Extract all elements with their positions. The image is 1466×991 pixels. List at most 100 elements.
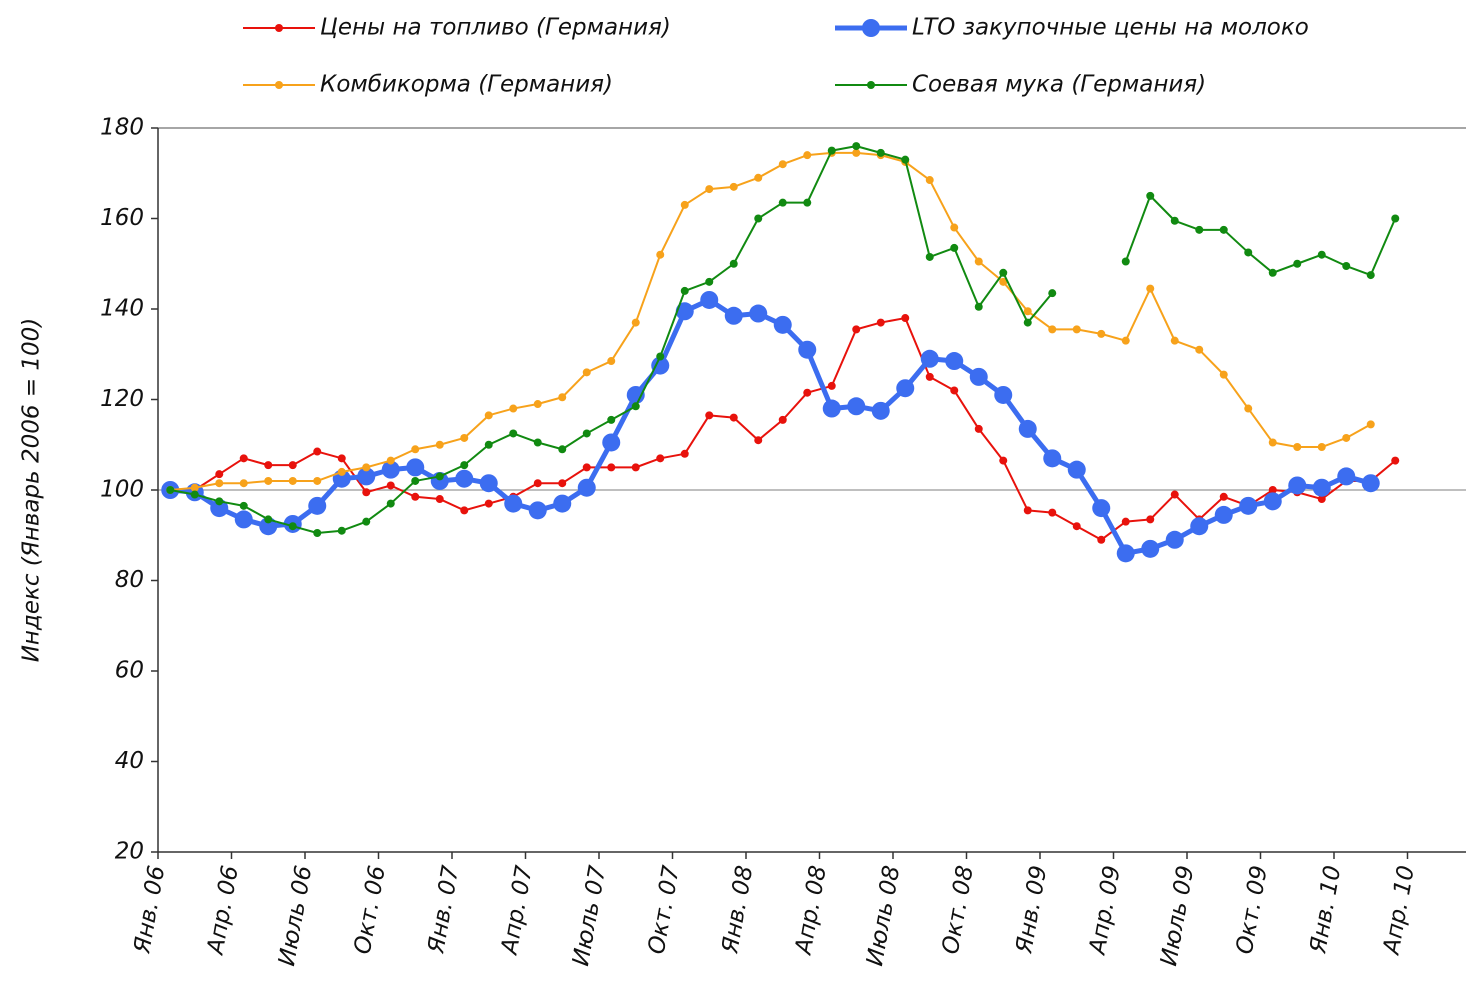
data-point — [827, 381, 836, 390]
data-point — [1337, 467, 1356, 486]
data-point — [822, 399, 841, 418]
data-point — [411, 476, 420, 485]
data-point — [798, 340, 817, 359]
data-point — [1048, 325, 1057, 334]
data-point — [749, 304, 768, 323]
data-point — [700, 290, 719, 309]
x-tick-label: Янв. 10 — [1305, 864, 1346, 957]
data-point — [239, 501, 248, 510]
data-point — [773, 315, 792, 334]
data-point — [847, 397, 866, 416]
data-point — [1268, 486, 1277, 494]
data-point — [264, 461, 273, 470]
data-point — [778, 198, 787, 207]
data-point — [577, 478, 596, 497]
data-point — [553, 494, 572, 513]
data-point — [1048, 508, 1057, 517]
data-point — [215, 479, 224, 488]
data-point — [680, 200, 689, 209]
x-tick-label: Окт. 06 — [350, 864, 391, 956]
data-point — [852, 325, 861, 334]
data-point — [1293, 443, 1302, 452]
data-point — [288, 522, 297, 531]
x-tick-label: Июль 08 — [862, 864, 905, 968]
data-point — [1293, 259, 1302, 268]
data-point — [1317, 443, 1326, 452]
data-point — [1263, 492, 1282, 511]
data-point — [925, 372, 934, 381]
data-point — [484, 411, 493, 420]
data-point — [626, 385, 645, 404]
data-point — [778, 415, 787, 424]
data-point — [558, 445, 567, 454]
data-point — [479, 474, 498, 493]
data-point — [1097, 535, 1106, 544]
data-point — [337, 526, 346, 535]
data-point — [558, 479, 567, 488]
data-point — [313, 476, 322, 485]
data-point — [1391, 214, 1400, 223]
data-point — [945, 352, 964, 371]
data-point — [460, 506, 469, 515]
data-point — [460, 433, 469, 442]
data-point — [1067, 460, 1086, 479]
series-line — [1124, 194, 1397, 277]
data-point — [994, 385, 1013, 404]
data-point — [974, 424, 983, 433]
data-point — [950, 386, 959, 395]
data-point — [852, 142, 861, 151]
data-point — [288, 476, 297, 485]
data-point — [582, 368, 591, 377]
y-axis-label: Индекс (Январь 2006 = 100) — [19, 318, 45, 663]
x-tick-label: Янв. 09 — [1011, 864, 1052, 957]
series-line — [170, 145, 1054, 534]
data-point — [803, 198, 812, 207]
data-point — [362, 463, 371, 472]
data-point — [1023, 307, 1032, 316]
data-point — [455, 469, 474, 488]
data-point — [1317, 495, 1326, 504]
data-point — [1219, 370, 1228, 379]
data-point — [504, 494, 523, 513]
data-point — [1165, 530, 1184, 549]
legend-marker — [862, 19, 880, 37]
y-tick-label: 100 — [100, 477, 144, 503]
data-point — [871, 401, 890, 420]
data-point — [876, 318, 885, 327]
data-point — [1023, 506, 1032, 515]
data-point — [406, 458, 425, 477]
data-point — [1092, 499, 1111, 518]
data-point — [656, 250, 665, 259]
data-point — [950, 223, 959, 232]
data-point — [1219, 492, 1228, 501]
x-tick-label: Апр. 09 — [1084, 864, 1125, 958]
data-point — [411, 492, 420, 501]
data-point — [920, 349, 939, 368]
data-point — [1146, 284, 1155, 293]
data-point — [1268, 438, 1277, 447]
x-tick-label: Июль 09 — [1156, 864, 1199, 968]
data-point — [1288, 476, 1307, 495]
data-point — [210, 499, 229, 518]
x-tick-label: Янв. 07 — [423, 863, 464, 956]
data-point — [1391, 456, 1400, 465]
x-tick-label: Июль 06 — [274, 864, 317, 968]
data-point — [1342, 262, 1351, 271]
data-point — [484, 499, 493, 508]
data-point — [509, 429, 518, 438]
data-point — [362, 488, 371, 497]
data-point — [680, 449, 689, 458]
data-point — [778, 160, 787, 169]
data-point — [901, 155, 910, 164]
legend-label: LTO закупочные цены на молоко — [912, 15, 1309, 41]
data-point — [1146, 191, 1155, 200]
y-tick-label: 60 — [115, 658, 144, 684]
data-point — [1121, 257, 1130, 266]
data-point — [239, 479, 248, 488]
data-point — [215, 470, 224, 479]
data-point — [362, 517, 371, 526]
data-point — [337, 467, 346, 476]
data-point — [705, 277, 714, 286]
data-point — [675, 302, 694, 321]
